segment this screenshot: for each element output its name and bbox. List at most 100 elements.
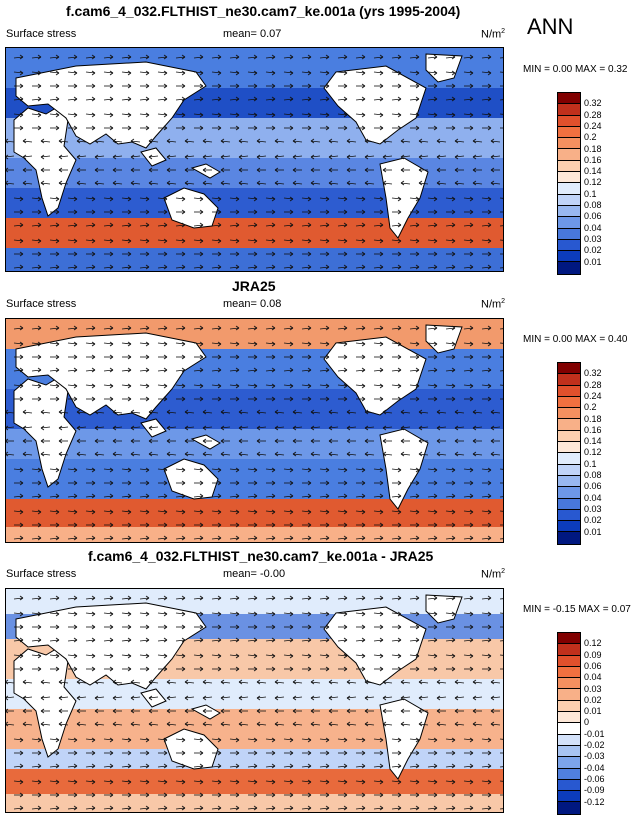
continent-outline — [140, 688, 167, 708]
colorbar-segment — [558, 655, 580, 667]
map-canvas — [6, 48, 503, 271]
colorbar-segment — [558, 396, 580, 409]
colorbar-label: 0.01 — [584, 256, 602, 267]
colorbar-label: 0.14 — [584, 166, 602, 177]
colorbar-segment — [558, 442, 580, 454]
colorbar-segment — [558, 149, 580, 161]
colorbar-label: -0.01 — [584, 728, 605, 739]
continent-outline — [190, 163, 221, 179]
colorbar-label: 0.16 — [584, 154, 602, 165]
continent-outline — [13, 107, 77, 217]
colorbar-segment — [558, 430, 580, 443]
panel3-colorbar — [557, 632, 581, 815]
colorbar-label: -0.09 — [584, 785, 605, 796]
colorbar-segment — [558, 183, 580, 195]
panel3-title: f.cam6_4_032.FLTHIST_ne30.cam7_ke.001a -… — [88, 548, 434, 564]
continent-outline — [425, 594, 463, 624]
colorbar-segment — [558, 689, 580, 701]
colorbar-segment — [558, 126, 580, 139]
colorbar-label: 0.08 — [584, 470, 602, 480]
colorbar-segment — [558, 498, 580, 510]
panel2-colorbar — [557, 362, 581, 545]
colorbar-label: 0.02 — [584, 245, 602, 256]
colorbar-label: -0.04 — [584, 762, 605, 773]
continent-outline — [13, 378, 77, 488]
colorbar-segment — [558, 453, 580, 465]
colorbar-label: 0.03 — [584, 683, 602, 694]
colorbar-label: 0.2 — [584, 132, 597, 143]
colorbar-segment — [558, 678, 580, 690]
panel1-map — [5, 47, 504, 272]
colorbar-segment — [558, 666, 580, 679]
colorbar-label: 0.24 — [584, 120, 602, 131]
colorbar-segment — [558, 385, 580, 397]
continent-outline — [425, 53, 463, 83]
colorbar-segment — [558, 262, 580, 274]
colorbar-label: 0.24 — [584, 390, 602, 401]
colorbar-label: 0.1 — [584, 188, 597, 199]
colorbar-label: 0.06 — [584, 481, 602, 492]
panel2-mean: mean= 0.08 — [223, 298, 282, 310]
panel2-units: N/m2 — [481, 298, 506, 311]
colorbar-label: 0.06 — [584, 211, 602, 222]
colorbar-label: -0.06 — [584, 773, 605, 784]
panel2-minmax: MIN = 0.00 MAX = 0.40 — [523, 334, 628, 345]
colorbar-segment — [558, 791, 580, 803]
colorbar-segment — [558, 104, 580, 116]
colorbar-label: 0.08 — [584, 200, 602, 210]
colorbar-segment — [558, 532, 580, 544]
season-label: ANN — [527, 14, 574, 39]
colorbar-label: 0.18 — [584, 143, 602, 154]
panel1-minmax: MIN = 0.00 MAX = 0.32 — [523, 64, 628, 75]
colorbar-label: 0.28 — [584, 379, 602, 390]
colorbar-label: 0.32 — [584, 98, 602, 109]
colorbar-label: 0.04 — [584, 492, 602, 503]
colorbar-segment — [558, 194, 580, 206]
colorbar-segment — [558, 408, 580, 420]
continent-outline — [140, 418, 167, 438]
panel2-title: JRA25 — [232, 278, 276, 294]
colorbar-segment — [558, 509, 580, 522]
colorbar-label: 0.04 — [584, 672, 602, 683]
panel2-map — [5, 318, 504, 543]
colorbar-segment — [558, 251, 580, 263]
colorbar-label: 0.03 — [584, 233, 602, 244]
colorbar-label: -0.02 — [584, 740, 605, 750]
colorbar-segment — [558, 644, 580, 656]
colorbar-label: 0.12 — [584, 447, 602, 458]
colorbar-label: -0.03 — [584, 751, 605, 762]
colorbar-segment — [558, 464, 580, 476]
colorbar-label: 0.02 — [584, 515, 602, 526]
colorbar-segment — [558, 160, 580, 173]
colorbar-label: 0.01 — [584, 706, 602, 717]
panel1-variable: Surface stress — [6, 28, 77, 40]
colorbar-segment — [558, 802, 580, 814]
panel3-map — [5, 588, 504, 813]
colorbar-label: 0.28 — [584, 109, 602, 120]
colorbar-segment — [558, 745, 580, 758]
colorbar-label: -0.12 — [584, 796, 605, 807]
continent-outline — [140, 147, 167, 167]
colorbar-segment — [558, 475, 580, 488]
colorbar-segment — [558, 374, 580, 386]
continent-outline — [379, 698, 429, 780]
colorbar-label: 0.14 — [584, 436, 602, 447]
colorbar-label: 0.04 — [584, 222, 602, 233]
colorbar-segment — [558, 239, 580, 252]
colorbar-segment — [558, 700, 580, 713]
map-canvas — [6, 589, 503, 812]
colorbar-label: 0.2 — [584, 402, 597, 413]
colorbar-segment — [558, 138, 580, 150]
continent-outline — [379, 157, 429, 239]
colorbar-label: 0.32 — [584, 368, 602, 379]
colorbar-label: 0.18 — [584, 413, 602, 424]
colorbar-segment — [558, 633, 580, 645]
panel3-units: N/m2 — [481, 568, 506, 581]
panel1-mean: mean= 0.07 — [223, 28, 282, 40]
colorbar-label: 0.09 — [584, 649, 602, 660]
colorbar-segment — [558, 723, 580, 735]
colorbar-label: 0.01 — [584, 526, 602, 537]
panel3-mean: mean= -0.00 — [223, 568, 286, 580]
colorbar-segment — [558, 712, 580, 724]
colorbar-segment — [558, 172, 580, 184]
